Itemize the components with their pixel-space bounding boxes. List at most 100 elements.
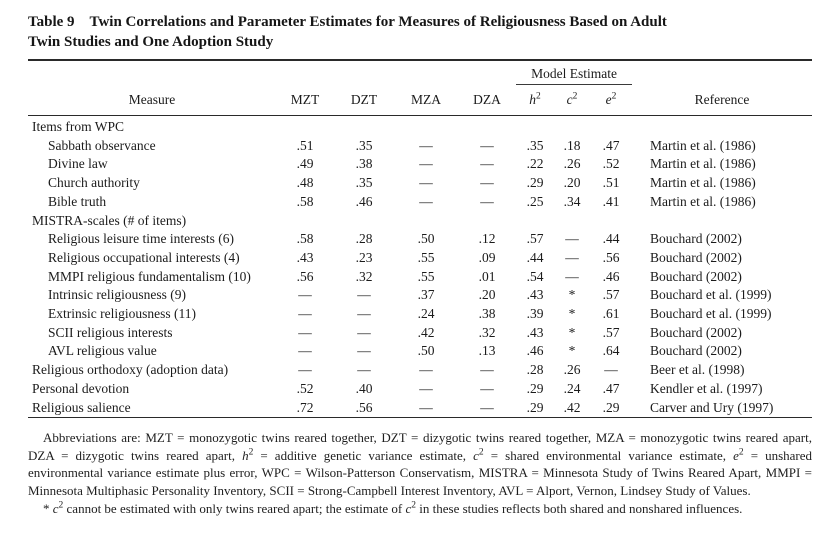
cell-e2: .57 <box>602 287 620 303</box>
cell-dza: .12 <box>478 231 496 247</box>
measure-row: Bible truth .58 .46 — — .25 .34 .41 Martin et al… <box>28 193 812 212</box>
cell-h2: .43 <box>526 287 544 303</box>
cell-dzt: — <box>357 324 371 340</box>
cell-c2: — <box>565 231 579 247</box>
cell-e2: .29 <box>590 398 633 419</box>
cell-c2: .26 <box>563 362 581 378</box>
cell-mzt: .51 <box>296 137 314 153</box>
cell-dza: — <box>458 398 516 419</box>
reference-cell: Bouchard (2002) <box>650 324 742 340</box>
section-row: MISTRA-scales (# of items) <box>28 212 812 231</box>
cell-mzt: .43 <box>296 249 314 265</box>
measure-label: Religious salience <box>28 398 276 419</box>
cell-dza: — <box>480 156 494 172</box>
cell-dzt: — <box>357 343 371 359</box>
reference-cell: Martin et al. (1986) <box>650 175 756 191</box>
cell-dzt: — <box>357 287 371 303</box>
col-header-c2: c2 <box>554 84 590 116</box>
cell-dzt: .28 <box>355 231 373 247</box>
measure-label: Religious leisure time interests (6) <box>48 231 234 247</box>
cell-c2: * <box>568 287 576 303</box>
cell-c2 <box>554 212 590 231</box>
cell-dzt: .35 <box>355 175 373 191</box>
footnotes: Abbreviations are: MZT = monozygotic twi… <box>28 429 812 517</box>
col-header-dzt: DZT <box>334 84 394 116</box>
cell-mza: — <box>419 193 433 209</box>
measure-label: Personal devotion <box>32 380 130 396</box>
section-label: Items from WPC <box>32 119 124 134</box>
cell-dza: .09 <box>478 249 496 265</box>
col-header-mzt: MZT <box>276 84 334 116</box>
cell-dza: .32 <box>478 324 496 340</box>
cell-mzt: .48 <box>296 175 314 191</box>
cell-mza: .55 <box>417 249 435 265</box>
reference-cell: Martin et al. (1986) <box>650 156 756 172</box>
cell-c2: * <box>568 324 576 340</box>
cell-mzt: .56 <box>296 268 314 284</box>
cell-dza <box>458 116 516 137</box>
measure-label: AVL religious value <box>48 343 157 359</box>
cell-c2: .20 <box>563 175 581 191</box>
measure-label: SCII religious interests <box>48 324 173 340</box>
cell-mzt: .49 <box>296 156 314 172</box>
reference-cell: Martin et al. (1986) <box>650 137 756 153</box>
reference-cell: Bouchard et al. (1999) <box>650 287 772 303</box>
asterisk-note: * c2 cannot be estimated with only twins… <box>43 500 743 517</box>
cell-e2: .47 <box>602 137 620 153</box>
cell-dzt <box>334 116 394 137</box>
reference-cell: Bouchard et al. (1999) <box>650 306 772 322</box>
cell-h2: .22 <box>526 156 544 172</box>
cell-mzt: .58 <box>296 231 314 247</box>
table-title: Table 9 Twin Correlations and Parameter E… <box>28 13 676 52</box>
measure-row: AVL religious value — — .50 .13 .46 * .64 Boucha… <box>28 342 812 361</box>
cell-dzt: .23 <box>355 249 373 265</box>
cell-h2: .54 <box>526 268 544 284</box>
measure-label: Intrinsic religiousness (9) <box>48 287 186 303</box>
measure-row: Religious leisure time interests (6) .58.… <box>28 230 812 249</box>
reference-cell <box>632 116 812 137</box>
cell-e2: .56 <box>602 249 620 265</box>
cell-mza <box>394 212 458 231</box>
cell-mzt: .72 <box>276 398 334 419</box>
cell-e2: .57 <box>602 324 620 340</box>
cell-dzt: — <box>357 362 371 378</box>
cell-mzt <box>276 116 334 137</box>
cell-c2: .26 <box>563 156 581 172</box>
measure-row: SCII religious interests — — .42 .32 .43 * .57 B… <box>28 324 812 343</box>
cell-h2 <box>516 116 554 137</box>
cell-mza: — <box>419 137 433 153</box>
cell-h2: .35 <box>526 137 544 153</box>
cell-c2: .42 <box>554 398 590 419</box>
cell-e2 <box>590 212 632 231</box>
cell-e2: .47 <box>602 380 620 396</box>
cell-c2: .24 <box>563 380 581 396</box>
model-estimate-row: Model Estimate <box>28 61 812 85</box>
cell-dzt: .32 <box>355 268 373 284</box>
cell-mza <box>394 116 458 137</box>
cell-dzt: .56 <box>334 398 394 419</box>
cell-mza: — <box>419 175 433 191</box>
cell-mza: .55 <box>417 268 435 284</box>
cell-e2: .64 <box>602 343 620 359</box>
measure-label: Religious occupational interests (4) <box>48 249 240 265</box>
cell-mzt: — <box>298 324 312 340</box>
measure-label: Bible truth <box>48 193 107 209</box>
table-number: Table 9 <box>28 14 75 30</box>
cell-mzt <box>276 212 334 231</box>
cell-dza: — <box>480 362 494 378</box>
col-header-e2: e2 <box>590 84 633 116</box>
cell-e2 <box>590 116 632 137</box>
cell-dza: .13 <box>478 343 496 359</box>
reference-cell: Bouchard (2002) <box>650 268 742 284</box>
cell-h2: .28 <box>526 362 544 378</box>
table-title-text: Twin Correlations and Parameter Estimate… <box>28 14 667 50</box>
cell-h2: .46 <box>526 343 544 359</box>
cell-h2: .43 <box>526 324 544 340</box>
cell-h2: .44 <box>526 249 544 265</box>
cell-mza: .24 <box>417 306 435 322</box>
cell-dza: .38 <box>478 306 496 322</box>
measure-label: Divine law <box>48 156 108 172</box>
cell-dza <box>458 212 516 231</box>
cell-e2: .61 <box>602 306 620 322</box>
